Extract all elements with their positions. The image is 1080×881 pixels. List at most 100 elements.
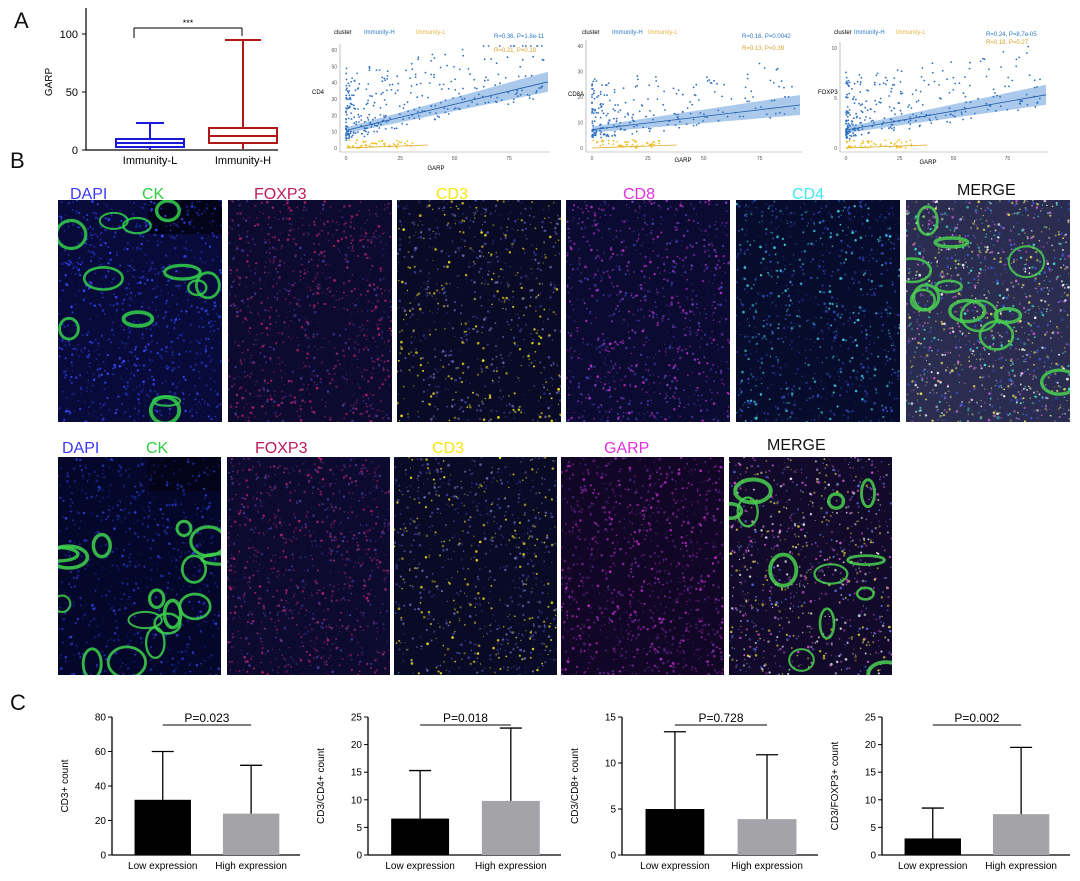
scatter-point [345, 118, 347, 120]
scatter-point [496, 96, 499, 99]
tissue-edge [147, 457, 221, 491]
scatter-point [345, 107, 347, 110]
scatter-point-low [396, 146, 399, 149]
scatter-point [901, 92, 904, 95]
scatter-point [1002, 50, 1005, 53]
scatter-point [356, 88, 359, 90]
scatter-point [865, 116, 867, 118]
scatter-point [375, 69, 378, 71]
scatter-point [949, 121, 951, 124]
scatter-point [352, 104, 355, 107]
scatter-point [360, 115, 362, 117]
scatter-point [373, 130, 375, 133]
bar1-ytick: 20 [351, 740, 363, 751]
scatter-point [599, 133, 602, 136]
tissue-background [561, 457, 724, 675]
scatter-point [1015, 65, 1018, 68]
scatter-point [760, 106, 762, 108]
scatter-point [879, 97, 882, 100]
scatter-point [899, 90, 902, 93]
scatter-point [663, 90, 665, 93]
svg-text:50: 50 [66, 87, 78, 99]
scatter-point [615, 117, 618, 120]
scatter-point [528, 97, 531, 99]
scatter-point [487, 45, 490, 47]
scatter-point [931, 71, 934, 74]
scatter-point [600, 136, 602, 139]
scatter-point [1018, 56, 1020, 59]
scatter-point [632, 99, 635, 101]
scatter-point [848, 81, 851, 84]
scatter-point [636, 84, 638, 87]
scatter-point [345, 98, 348, 100]
scatter-point [950, 61, 952, 63]
scatter-point [763, 67, 766, 69]
scatter-point-low [636, 144, 639, 147]
scatter1-ytick: 50 [331, 64, 337, 70]
scatter-point [1004, 85, 1006, 88]
scatter-point [409, 77, 411, 79]
scatter-point [726, 115, 729, 118]
scatter-point [698, 99, 700, 101]
scatter-point [642, 126, 645, 129]
scatter-point [778, 85, 780, 88]
scatter2-ytick: 0 [580, 146, 583, 152]
bar0-ytick: 40 [95, 782, 107, 793]
scatter-point [350, 118, 353, 120]
scatter-point-low [607, 139, 610, 142]
scatter-point-low [361, 144, 363, 147]
scatter-point [746, 100, 749, 103]
scatter-point [859, 83, 862, 86]
bar0-xtick-high: High expression [215, 861, 287, 872]
scatter-point [1000, 66, 1002, 68]
scatter-point-low [355, 142, 357, 145]
scatter-point [390, 89, 393, 91]
scatter-point [376, 125, 378, 127]
scatter-point [406, 123, 408, 126]
scatter-point [602, 112, 605, 115]
bar-chart-cd3: CD3+ count 0 20 40 60 80 Low expression High ex… [60, 711, 300, 872]
scatter-point [538, 87, 541, 89]
scatter-point [594, 108, 596, 111]
scatter-foxp3-garp: cluster Immunity-H Immunity-L R=0.24, P=… [818, 30, 1048, 166]
scatter-point [347, 107, 349, 109]
scatter-point [532, 98, 534, 100]
bar-chart-cd3-cd4: CD3/CD4+ count 0 5 10 15 20 25 Low expression Hi… [316, 711, 561, 872]
scatter-point [679, 120, 681, 123]
scatter-point [652, 118, 654, 121]
tissue-background [566, 200, 730, 422]
scatter-point-low [909, 139, 912, 142]
scatter-point [595, 133, 597, 136]
scatter-point [383, 77, 386, 80]
scatter3-legend-l: Immunity-L [896, 30, 926, 36]
scatter-point [845, 134, 847, 136]
scatter-point [591, 102, 593, 104]
scatter-point [849, 134, 851, 137]
scatter-point [675, 92, 678, 95]
scatter-point [889, 126, 892, 128]
scatter-point [883, 117, 886, 120]
scatter-point [386, 75, 389, 77]
tissue-cells [566, 200, 730, 422]
row2-label-garp: GARP [604, 440, 650, 457]
scatter-point [1007, 76, 1010, 79]
scatter-point [378, 127, 381, 129]
scatter-point [487, 79, 489, 81]
bar2-ylabel: CD3/CD8+ count [570, 748, 581, 824]
scatter-point [872, 119, 874, 122]
scatter-point [961, 113, 963, 116]
scatter-point [970, 117, 972, 120]
scatter-point [347, 117, 350, 120]
scatter-point [652, 114, 655, 117]
scatter-point [378, 69, 381, 71]
scatter-point-low [910, 143, 913, 145]
scatter-point [600, 105, 603, 108]
scatter-point [850, 135, 853, 137]
tissue-cells [58, 457, 221, 675]
scatter-point [846, 82, 849, 84]
scatter-point [934, 116, 937, 119]
scatter-point [384, 116, 386, 119]
scatter-point-low [404, 142, 406, 145]
scatter-point [864, 106, 867, 109]
scatter-point [519, 65, 522, 68]
